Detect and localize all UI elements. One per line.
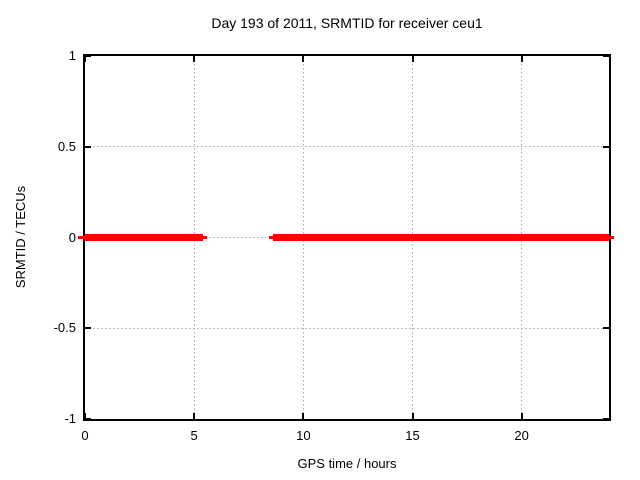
x-tick-mark: [302, 413, 305, 419]
x-tick-label: 5: [190, 428, 198, 443]
y-tick-mark: [603, 55, 609, 57]
grid-line-horizontal: [85, 146, 609, 148]
x-tick-mark: [520, 56, 523, 62]
data-line-segment: [272, 234, 609, 241]
y-tick-mark: [85, 418, 91, 420]
x-tick-mark: [84, 56, 86, 62]
y-axis-label: SRMTID / TECUs: [13, 185, 28, 289]
y-tick-mark: [85, 145, 91, 148]
x-tick-mark: [193, 56, 196, 62]
x-tick-mark: [411, 56, 414, 62]
y-tick-mark: [85, 55, 91, 57]
x-tick-mark: [302, 56, 305, 62]
x-tick-mark: [520, 413, 523, 419]
y-tick-mark: [603, 145, 609, 148]
grid-line-horizontal: [85, 327, 609, 329]
y-tick-label: 0: [68, 229, 76, 245]
y-tick-mark: [603, 327, 609, 330]
y-tick-mark: [85, 327, 91, 330]
x-tick-label: 0: [81, 428, 89, 443]
x-tick-mark: [411, 413, 414, 419]
data-line-cap: [202, 236, 207, 239]
chart-title: Day 193 of 2011, SRMTID for receiver ceu…: [211, 15, 483, 31]
y-tick-label: -1: [64, 411, 76, 426]
x-tick-label: 10: [296, 428, 311, 443]
x-tick-label: 15: [405, 428, 420, 443]
x-tick-mark: [84, 413, 86, 419]
y-tick-label: 0.5: [57, 138, 76, 154]
data-line-cap: [268, 236, 273, 239]
x-tick-label: 20: [514, 428, 529, 443]
y-tick-label: -0.5: [53, 320, 76, 336]
y-tick-label: 1: [68, 48, 76, 63]
x-axis-label: GPS time / hours: [297, 456, 397, 471]
data-line-cap: [78, 236, 85, 239]
data-line-segment: [85, 234, 203, 241]
y-tick-mark: [603, 418, 609, 420]
data-line-cap: [609, 236, 615, 239]
x-tick-mark: [193, 413, 196, 419]
